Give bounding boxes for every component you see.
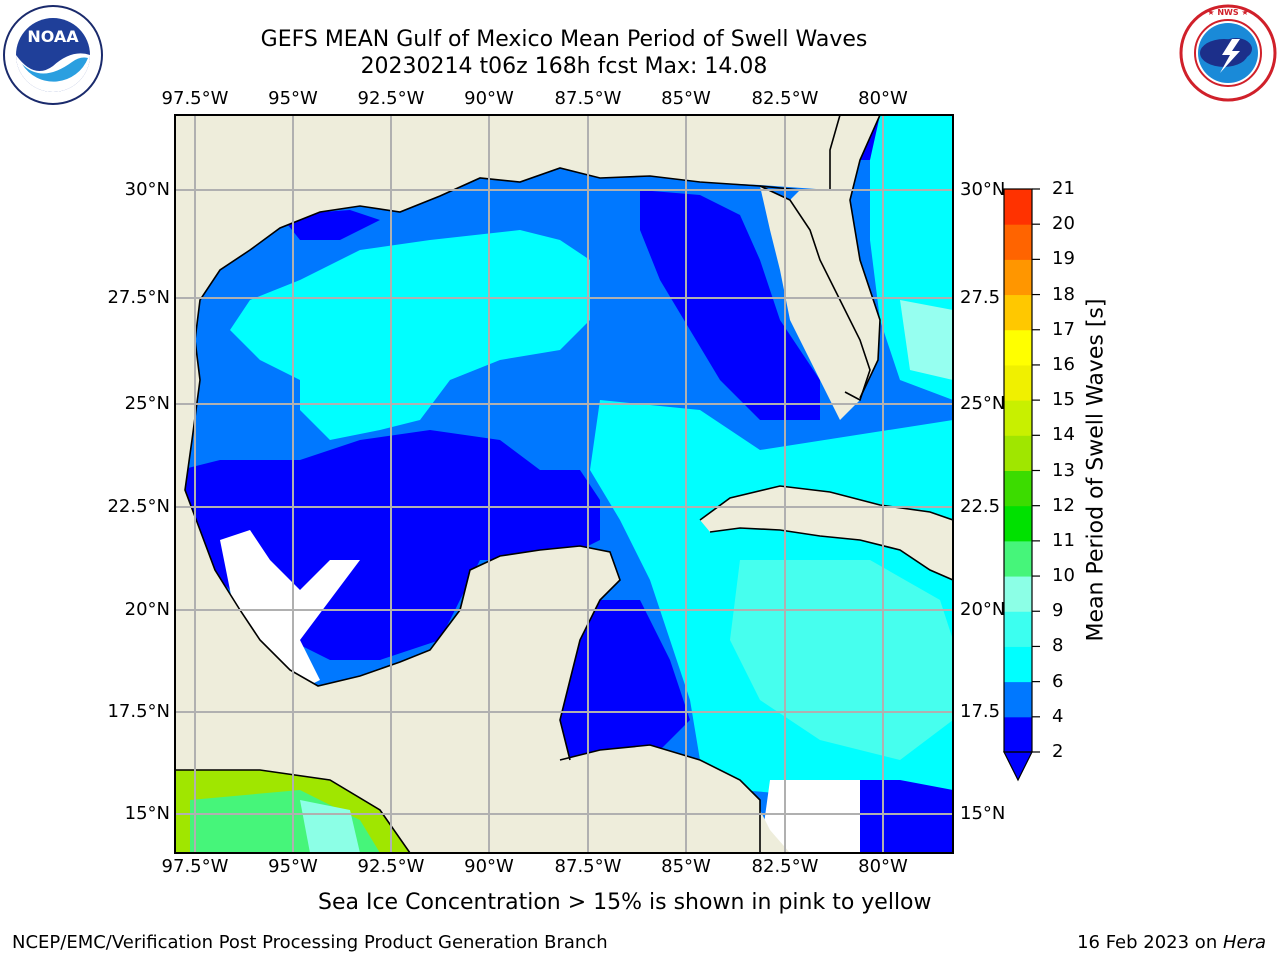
lat-label-right: 25°N bbox=[960, 393, 1006, 414]
colorbar-tick-label: 19 bbox=[1052, 248, 1075, 270]
colorbar-tick-label: 2 bbox=[1052, 741, 1064, 762]
lat-label-right: 30°N bbox=[960, 179, 1006, 200]
colorbar-tick-label: 17 bbox=[1052, 318, 1075, 340]
colorbar-bin bbox=[1004, 189, 1032, 225]
colorbar-bin bbox=[1004, 294, 1032, 331]
colorbar-bin bbox=[1004, 329, 1032, 366]
colorbar-bin bbox=[1004, 646, 1032, 683]
lat-label-right: 27.5 bbox=[960, 287, 1001, 308]
lat-label-left: 25°N bbox=[124, 393, 170, 414]
lon-label-top: 92.5°W bbox=[357, 88, 425, 109]
colorbar-bin bbox=[1004, 716, 1032, 753]
lat-label-left: 15°N bbox=[124, 803, 170, 824]
lat-label-right: 22.5 bbox=[960, 496, 1001, 517]
colorbar-tick-label: 12 bbox=[1052, 494, 1075, 516]
land-central-america bbox=[175, 745, 760, 853]
colorbar-tick-label: 18 bbox=[1052, 283, 1075, 305]
lon-label-top: 90°W bbox=[464, 88, 514, 109]
swell-zone-yucatan-channel-low bbox=[560, 600, 690, 760]
colorbar-extend-arrow bbox=[1003, 751, 1033, 782]
colorbar-bin bbox=[1004, 470, 1032, 507]
colorbar-tick-label: 6 bbox=[1052, 670, 1064, 692]
chart-subtitle: 20230214 t06z 168h fcst Max: 14.08 bbox=[360, 54, 768, 79]
lat-label-right: 15°N bbox=[960, 803, 1006, 824]
chart-title: GEFS MEAN Gulf of Mexico Mean Period of … bbox=[260, 27, 868, 52]
lat-label-left: 27.5°N bbox=[107, 287, 170, 308]
colorbar-bin bbox=[1004, 681, 1032, 718]
lon-label-bottom: 92.5°W bbox=[357, 856, 425, 877]
lat-label-left: 22.5°N bbox=[107, 496, 170, 517]
map-frame bbox=[174, 114, 954, 854]
lon-label-top: 80°W bbox=[858, 88, 908, 109]
noaa-logo: NOAA bbox=[3, 5, 103, 105]
lon-label-top: 85°W bbox=[661, 88, 711, 109]
colorbar-bin bbox=[1004, 259, 1032, 296]
colorbar bbox=[1003, 188, 1040, 782]
lat-label-right: 17.5 bbox=[960, 701, 1001, 722]
lat-label-right: 20°N bbox=[960, 599, 1006, 620]
colorbar-bin bbox=[1004, 435, 1032, 471]
colorbar-bin bbox=[1004, 576, 1032, 612]
lon-label-top: 87.5°W bbox=[554, 88, 622, 109]
credit-line: NCEP/EMC/Verification Post Processing Pr… bbox=[12, 932, 608, 953]
colorbar-bin bbox=[1004, 505, 1032, 542]
colorbar-tick-label: 14 bbox=[1052, 424, 1075, 446]
machine-name: Hera bbox=[1222, 932, 1266, 953]
colorbar-tick-label: 10 bbox=[1052, 565, 1075, 587]
colorbar-tick-label: 20 bbox=[1052, 213, 1075, 235]
lon-label-bottom: 95°W bbox=[268, 856, 318, 877]
lon-label-bottom: 85°W bbox=[661, 856, 711, 877]
colorbar-tick-label: 8 bbox=[1052, 635, 1064, 657]
lon-label-bottom: 87.5°W bbox=[554, 856, 622, 877]
colorbar-bin bbox=[1004, 611, 1032, 647]
noaa-wordmark: NOAA bbox=[27, 27, 79, 46]
svg-text:★ NWS ★: ★ NWS ★ bbox=[1207, 8, 1248, 17]
run-date-text: 16 Feb 2023 on bbox=[1077, 932, 1223, 953]
colorbar-bin bbox=[1004, 400, 1032, 436]
colorbar-tick-label: 15 bbox=[1052, 389, 1075, 411]
lon-label-bottom: 97.5°W bbox=[161, 856, 229, 877]
lon-label-bottom: 90°W bbox=[464, 856, 514, 877]
colorbar-tick-label: 11 bbox=[1052, 529, 1075, 551]
colorbar-tick-label: 9 bbox=[1052, 600, 1064, 622]
sea-ice-note: Sea Ice Concentration > 15% is shown in … bbox=[318, 890, 932, 915]
nws-logo: ★ NWS ★ bbox=[1179, 4, 1277, 102]
lon-label-top: 82.5°W bbox=[751, 88, 819, 109]
colorbar-bin bbox=[1004, 364, 1032, 401]
run-date: 16 Feb 2023 on Hera bbox=[1077, 932, 1266, 953]
lat-label-left: 20°N bbox=[124, 599, 170, 620]
colorbar-tick-label: 16 bbox=[1052, 353, 1075, 375]
lat-label-left: 30°N bbox=[124, 179, 170, 200]
colorbar-tick-label: 4 bbox=[1052, 705, 1064, 727]
lon-label-bottom: 80°W bbox=[858, 856, 908, 877]
lon-label-top: 97.5°W bbox=[161, 88, 229, 109]
colorbar-tick-label: 21 bbox=[1052, 178, 1075, 199]
map-plot-area bbox=[175, 115, 953, 853]
lon-label-top: 95°W bbox=[268, 88, 318, 109]
graticule bbox=[175, 115, 953, 853]
colorbar-tick-label: 13 bbox=[1052, 459, 1075, 481]
coastlines bbox=[175, 115, 953, 853]
lat-label-left: 17.5°N bbox=[107, 701, 170, 722]
land-cuba bbox=[700, 486, 953, 580]
lon-label-bottom: 82.5°W bbox=[751, 856, 819, 877]
colorbar-bin bbox=[1004, 540, 1032, 577]
colorbar-title: Mean Period of Swell Waves [s] bbox=[1083, 298, 1109, 642]
colorbar-bin bbox=[1004, 224, 1032, 260]
